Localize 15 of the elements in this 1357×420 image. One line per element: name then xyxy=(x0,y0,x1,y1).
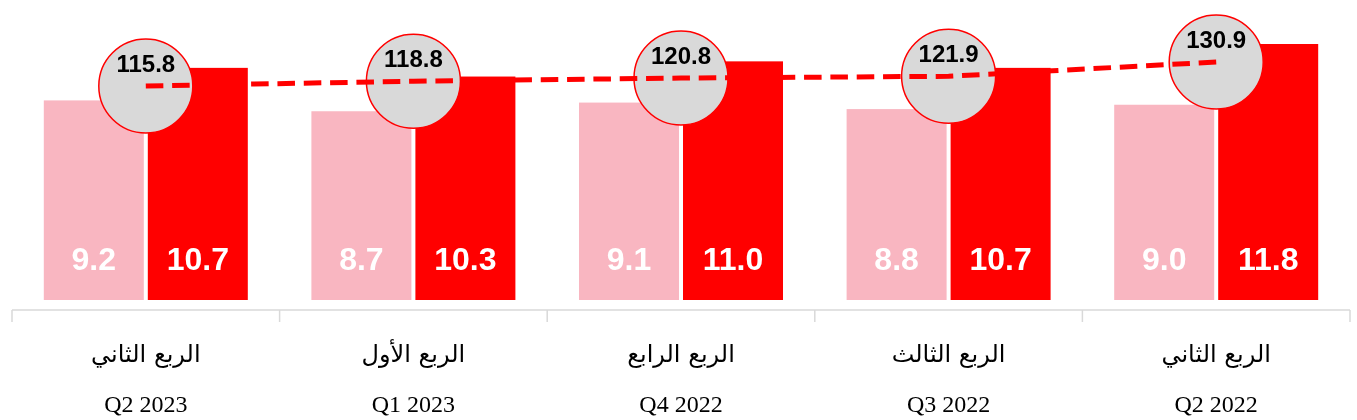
data-label: 115.8 xyxy=(116,50,176,77)
data-label: 118.8 xyxy=(384,45,443,73)
data-label: 9.2 xyxy=(71,241,117,277)
data-label: 9.0 xyxy=(1141,241,1187,277)
data-label: 11.0 xyxy=(702,241,764,277)
data-label: 10.7 xyxy=(969,241,1032,277)
data-label: 9.1 xyxy=(606,241,652,277)
data-label: 8.8 xyxy=(874,241,919,277)
data-label: 11.8 xyxy=(1237,241,1299,277)
data-label: 121.9 xyxy=(918,40,979,68)
data-label: 10.7 xyxy=(166,241,229,277)
data-label: 8.7 xyxy=(339,241,384,277)
data-label: 130.9 xyxy=(1186,26,1247,53)
data-label: 120.8 xyxy=(650,42,712,70)
data-label: 10.3 xyxy=(434,241,497,277)
